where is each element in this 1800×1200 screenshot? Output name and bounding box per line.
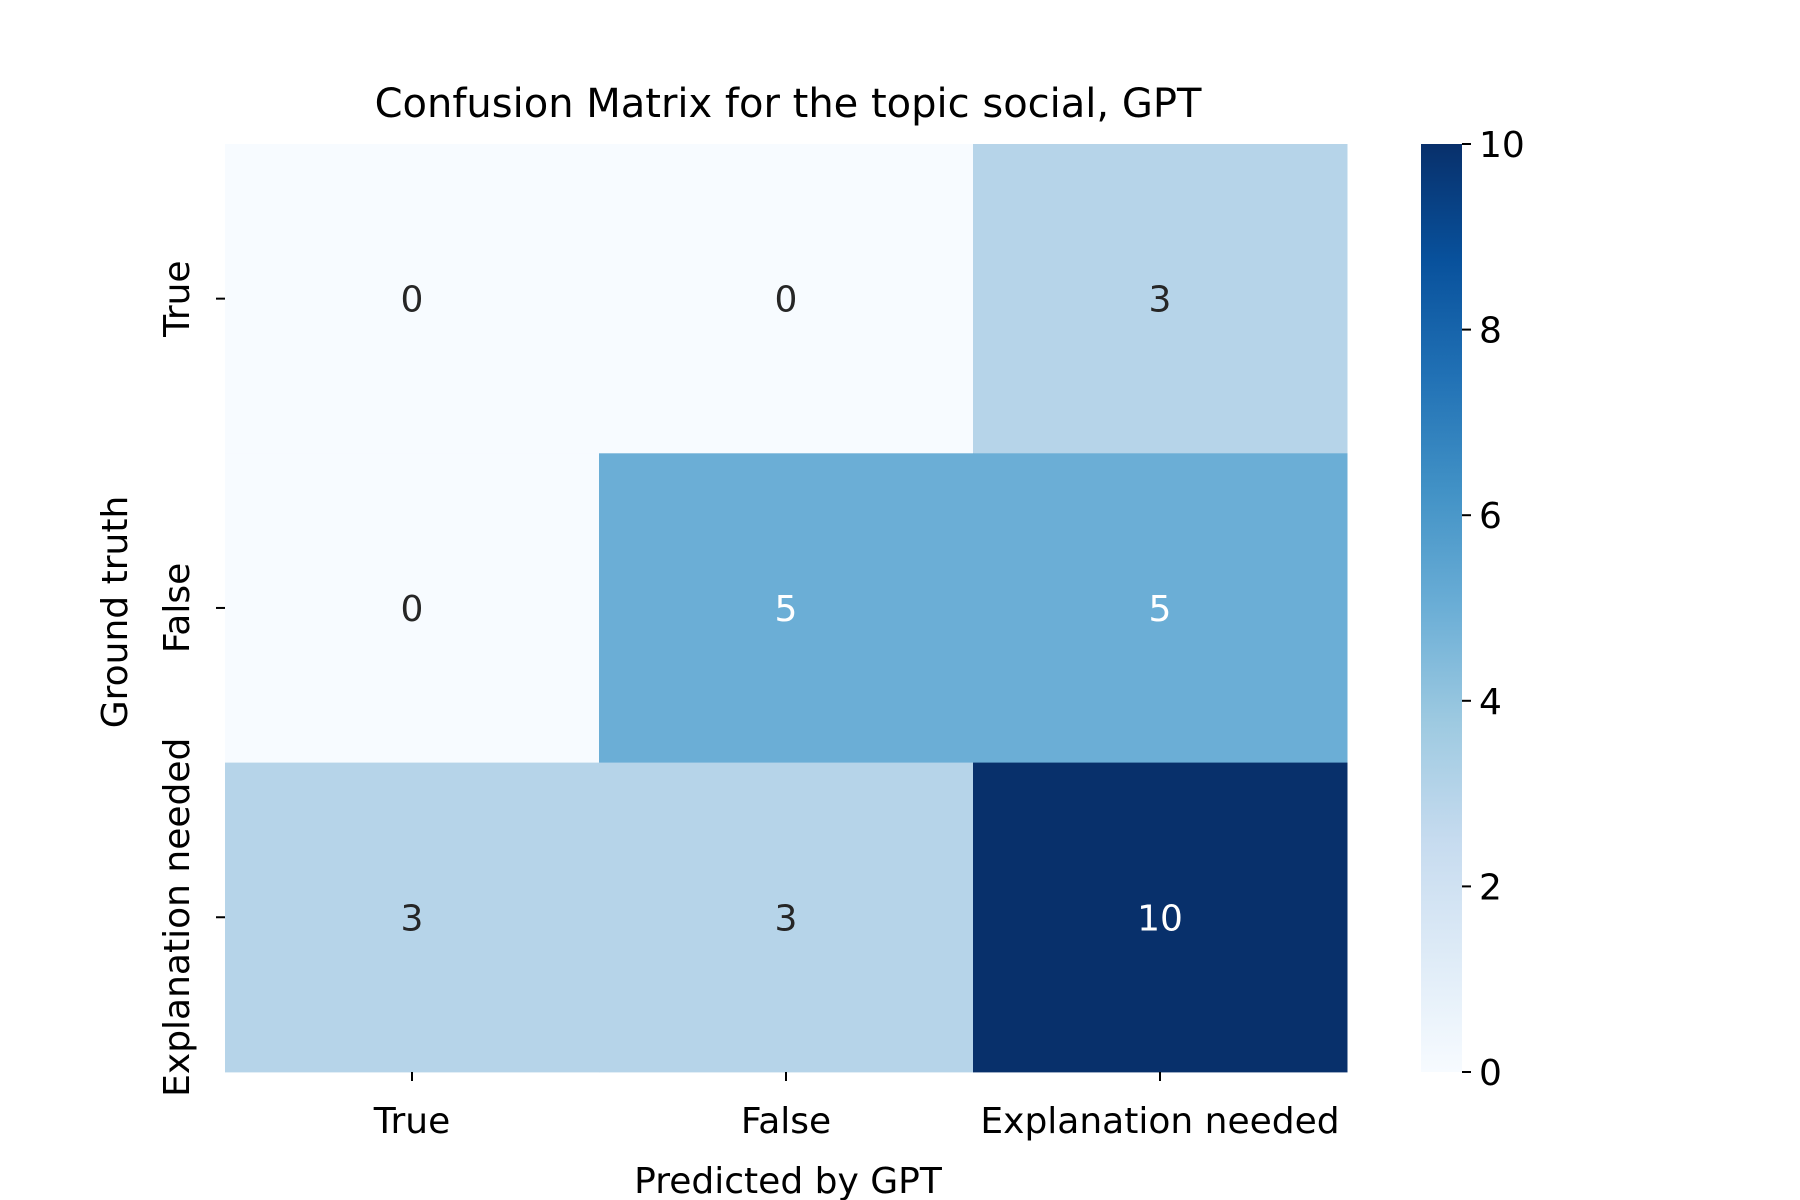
cell-value-label: 3 [775,898,798,939]
colorbar-tick-label: 10 [1479,125,1525,166]
cell-value-label: 5 [775,589,798,630]
heatmap-cell [225,453,600,764]
y-tick-label: False [157,563,198,653]
x-tick-label: False [741,1101,831,1142]
heatmap-cell [599,453,974,764]
heatmap-cell [973,453,1348,764]
cell-value-label: 10 [1137,898,1183,939]
colorbar [1421,144,1462,1072]
heatmap-cell [973,144,1348,454]
heatmap-cell [225,762,600,1073]
colorbar-tick-label: 8 [1479,311,1502,352]
chart-title: Confusion Matrix for the topic social, G… [375,81,1202,127]
x-axis-ticks: True False Explanation needed [373,1072,1340,1142]
cell-value-label: 0 [401,589,424,630]
colorbar-ticks: 0 2 4 6 8 10 [1462,125,1525,1094]
cell-value-label: 3 [1149,280,1172,321]
cell-value-label: 5 [1149,589,1172,630]
heatmap-cell [599,762,974,1073]
x-tick-label: True [373,1101,450,1142]
heatmap-cell [973,762,1348,1073]
x-tick-label: Explanation needed [980,1101,1339,1142]
y-tick-label: Explanation needed [157,738,198,1097]
x-axis-label: Predicted by GPT [634,1161,943,1200]
colorbar-tick-label: 4 [1479,682,1502,723]
heatmap-cell [599,144,974,454]
y-axis-label: Ground truth [95,496,136,729]
heatmap-cells [225,144,1348,1073]
heatmap-cell [225,144,600,454]
cell-value-label: 3 [401,898,424,939]
cell-value-label: 0 [775,280,798,321]
y-axis-ticks: True False Explanation needed [157,260,225,1097]
heatmap-cell-labels: 0 0 3 0 5 5 3 3 10 [401,280,1183,940]
colorbar-tick-label: 2 [1479,867,1502,908]
cell-value-label: 0 [401,280,424,321]
colorbar-tick-label: 0 [1479,1053,1502,1094]
colorbar-tick-label: 6 [1479,496,1502,537]
y-tick-label: True [157,260,198,337]
